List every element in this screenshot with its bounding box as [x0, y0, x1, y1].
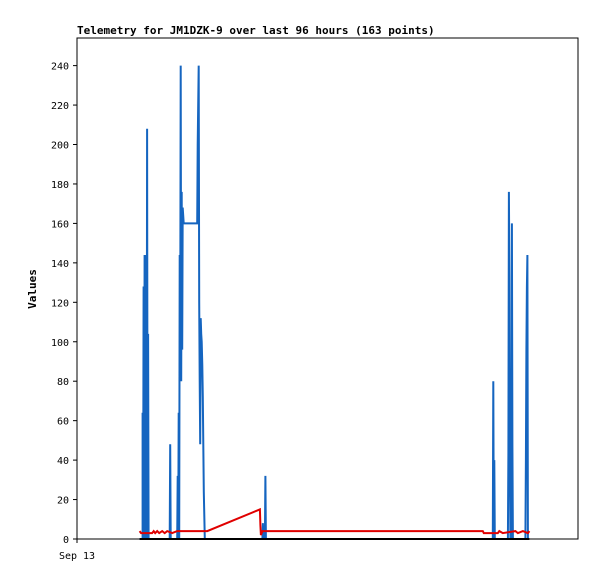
y-tick-label: 40: [57, 456, 69, 467]
series-line-1: [139, 65, 529, 540]
y-axis: 0 20 40 60 80 100 120 140 160 180 200 220 240: [51, 62, 77, 546]
y-tick-label: 100: [51, 338, 69, 349]
y-tick-label: 140: [51, 259, 69, 270]
plot-area-frame: [76, 37, 579, 540]
y-axis-title: Values: [26, 269, 39, 309]
y-tick-label: 220: [51, 101, 69, 112]
x-axis: Sep 13: [59, 539, 95, 562]
chart-title: Telemetry for JM1DZK-9 over last 96 hour…: [77, 24, 435, 37]
y-tick-label: 80: [57, 377, 69, 388]
y-tick-label: 20: [57, 496, 69, 507]
y-tick-label: 200: [51, 141, 69, 152]
y-tick-label: 60: [57, 417, 69, 428]
y-tick-label: 0: [63, 535, 69, 546]
x-tick-label: Sep 13: [59, 551, 95, 562]
series-line-2: [138, 507, 531, 536]
y-tick-label: 160: [51, 219, 69, 230]
series-layer: [138, 65, 531, 540]
y-tick-label: 240: [51, 62, 69, 73]
y-tick-label: 120: [51, 298, 69, 309]
y-tick-label: 180: [51, 180, 69, 191]
